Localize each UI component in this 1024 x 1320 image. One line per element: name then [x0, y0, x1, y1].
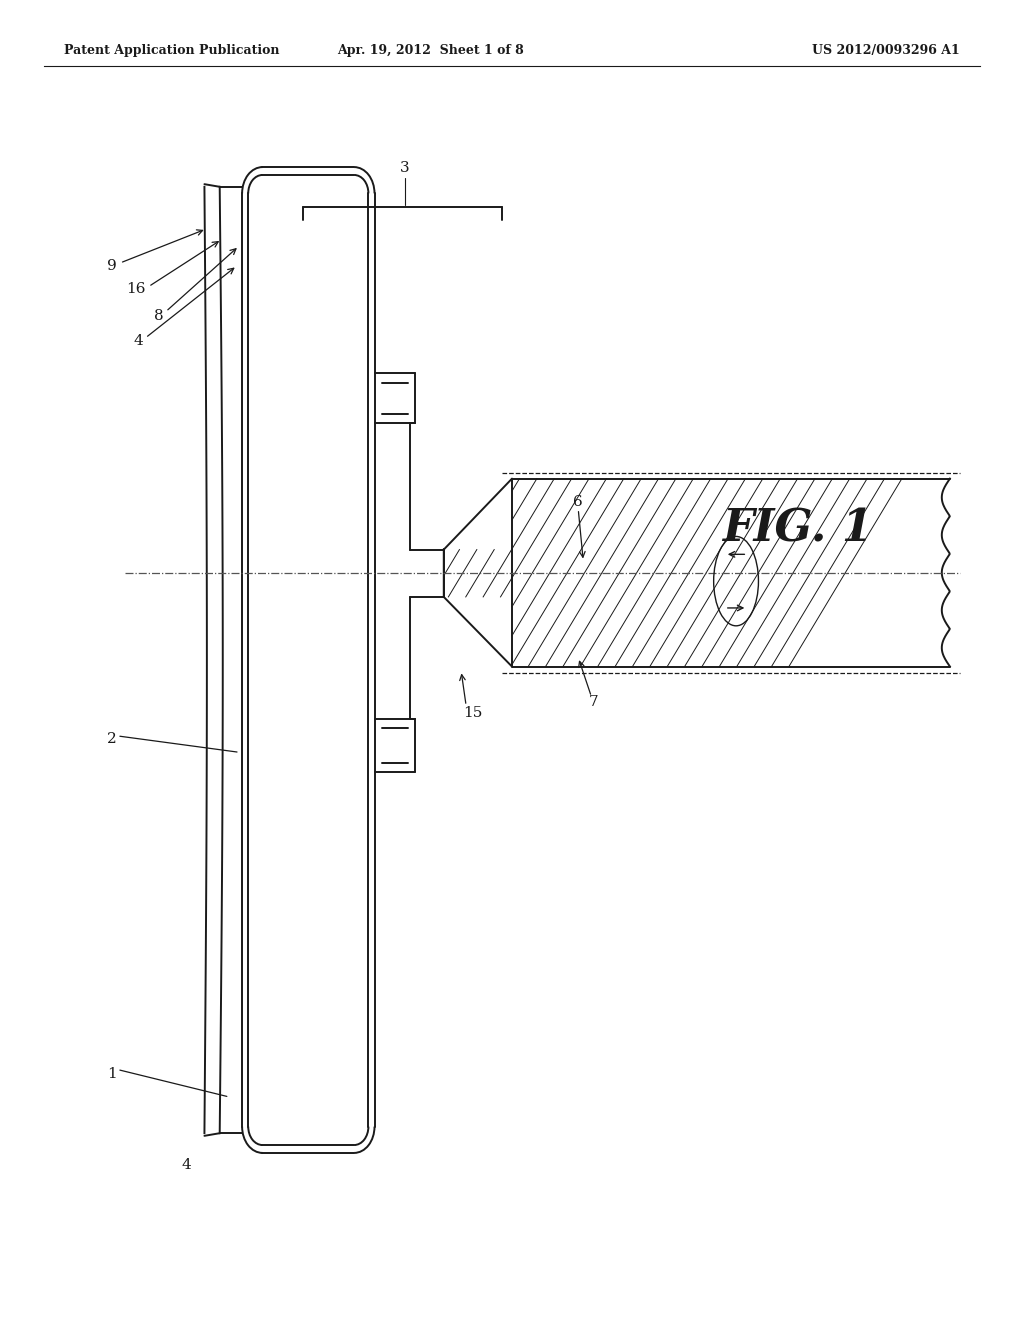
Text: 8: 8: [154, 309, 164, 322]
Text: Apr. 19, 2012  Sheet 1 of 8: Apr. 19, 2012 Sheet 1 of 8: [337, 44, 524, 57]
Text: 1: 1: [108, 1067, 117, 1081]
Text: US 2012/0093296 A1: US 2012/0093296 A1: [812, 44, 961, 57]
Text: 15: 15: [463, 706, 482, 719]
Text: Patent Application Publication: Patent Application Publication: [63, 44, 280, 57]
Text: 4: 4: [133, 334, 143, 347]
Text: 7: 7: [589, 696, 598, 709]
Text: 2: 2: [108, 731, 117, 746]
Text: FIG. 1: FIG. 1: [722, 507, 872, 550]
Text: 16: 16: [126, 282, 145, 296]
Text: 9: 9: [108, 259, 117, 273]
Text: 3: 3: [400, 161, 410, 176]
Text: 6: 6: [573, 495, 583, 510]
Text: 4: 4: [181, 1158, 190, 1172]
